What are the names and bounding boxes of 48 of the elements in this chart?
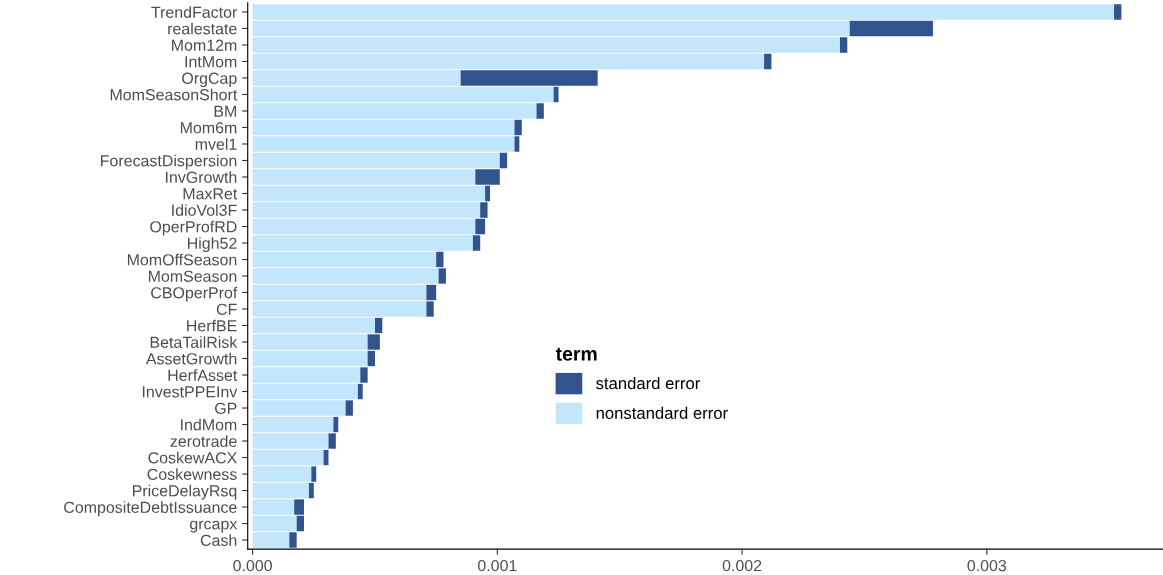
y-tick-label: mvel1 bbox=[195, 138, 237, 150]
y-tick-label: Mom6m bbox=[180, 122, 237, 134]
y-tick-label: Cash bbox=[200, 534, 237, 546]
y-tick-label: AssetGrowth bbox=[145, 352, 237, 365]
y-tick-label: realestate bbox=[168, 22, 237, 35]
y-tick-label: MomOffSeason bbox=[127, 253, 237, 266]
y-tick-label: ForecastDispersion bbox=[101, 154, 237, 170]
y-tick-label: MaxRet bbox=[183, 188, 238, 200]
y-tick-label: MomSeasonShort bbox=[110, 88, 238, 101]
y-tick-label: OrgCap bbox=[182, 72, 237, 88]
legend-label: standard error bbox=[596, 376, 701, 390]
y-tick-label: grcapx bbox=[190, 520, 238, 533]
y-tick-label: MomSeason bbox=[148, 270, 237, 282]
bar bbox=[345, 400, 353, 416]
y-tick-label: CBOperProf bbox=[151, 286, 238, 302]
bar bbox=[499, 152, 508, 169]
x-tick-label: 0.000 bbox=[233, 559, 272, 572]
y-tick-label: Coskewness bbox=[147, 468, 237, 480]
y-tick-label: PriceDelayRsq bbox=[132, 484, 237, 500]
bar bbox=[764, 53, 772, 70]
bar bbox=[839, 37, 848, 53]
y-tick-label: InvestPPEInv bbox=[142, 386, 238, 398]
y-tick-label: zerotrade bbox=[170, 435, 237, 447]
y-tick-label: BM bbox=[214, 105, 236, 117]
y-tick-label: BetaTailRisk bbox=[150, 336, 238, 348]
x-tick-label: 0.002 bbox=[722, 559, 762, 572]
y-tick-label: OperProfRD bbox=[150, 220, 237, 236]
legend-title: term bbox=[555, 347, 597, 361]
y-tick-label: HerfBE bbox=[187, 319, 237, 332]
y-tick-label: CoskewACX bbox=[148, 451, 237, 464]
bar bbox=[536, 103, 544, 119]
bar bbox=[289, 532, 297, 548]
y-tick-label: Mom12m bbox=[172, 39, 237, 51]
x-tick-label: 0.003 bbox=[967, 559, 1007, 572]
y-tick-label: High52 bbox=[188, 237, 237, 253]
y-tick-label: HerfAsset bbox=[168, 369, 238, 381]
x-tick-label: 0.001 bbox=[477, 559, 517, 572]
y-tick-label: TrendFactor bbox=[151, 6, 238, 18]
y-tick-label: IndMom bbox=[181, 418, 237, 431]
y-tick-label: IdioVol3F bbox=[172, 204, 237, 216]
y-tick-label: CompositeDebtIssuance bbox=[64, 501, 237, 517]
y-tick-label: CF bbox=[216, 303, 237, 315]
y-tick-label: InvGrowth bbox=[165, 171, 237, 183]
y-tick-label: GP bbox=[215, 402, 237, 414]
legend-label: nonstandard error bbox=[596, 406, 728, 419]
bar bbox=[1114, 4, 1122, 20]
y-tick-label: IntMom bbox=[185, 56, 237, 68]
bar bbox=[849, 20, 933, 37]
